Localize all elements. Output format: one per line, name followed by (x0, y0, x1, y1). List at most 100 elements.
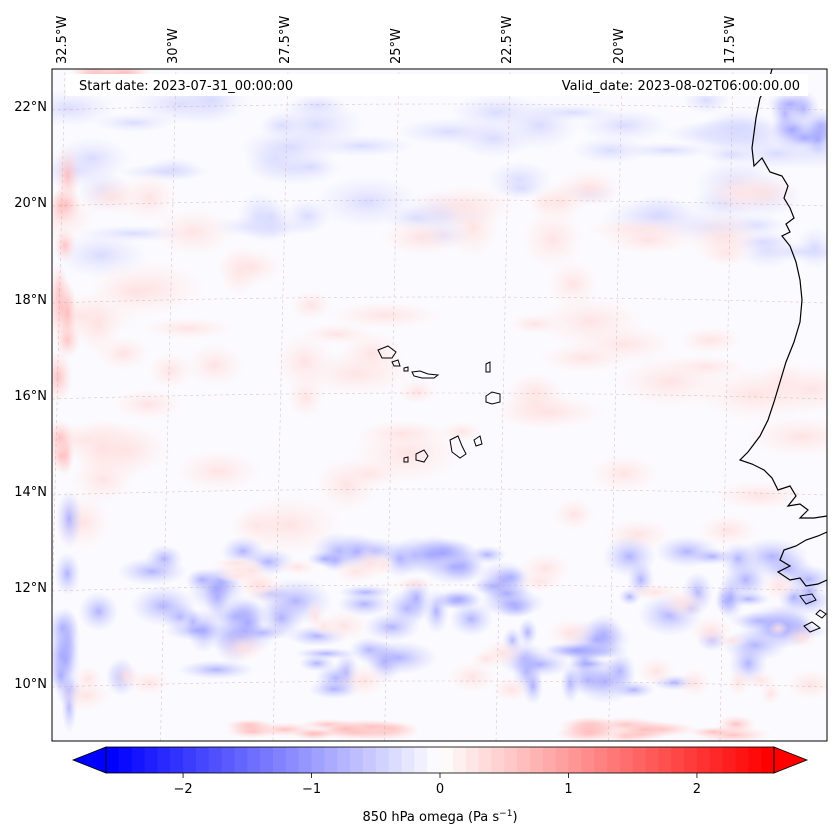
colorbar-step (247, 747, 261, 773)
omega-patch-ascent (362, 612, 421, 643)
colorbar-step (118, 747, 133, 773)
omega-patch-descent (392, 575, 437, 592)
omega-patch-descent (181, 340, 249, 390)
omega-patch-descent (111, 664, 142, 689)
omega-patch-descent (725, 666, 752, 698)
colorbar-step (684, 747, 698, 773)
omega-patch-ascent (184, 568, 220, 592)
omega-patch-descent (337, 328, 407, 380)
colorbar-step (106, 747, 120, 773)
omega-patch-descent (323, 720, 370, 738)
colorbar-step (298, 747, 313, 773)
colorbar-step (388, 747, 403, 773)
omega-patch-descent (673, 325, 746, 356)
lat-label: 16°N (14, 389, 47, 404)
colorbar-step (375, 747, 390, 773)
omega-patch-ascent (735, 537, 810, 576)
island-santiago (449, 435, 467, 459)
coastlines (377, 69, 827, 633)
omega-patch-descent (691, 364, 818, 425)
omega-patch-ascent (575, 108, 673, 143)
parallel-gridline (52, 584, 827, 592)
omega-patch-descent (73, 292, 122, 358)
omega-patch-ascent (78, 591, 119, 632)
omega-patch-ascent (53, 551, 81, 597)
omega-patch-ascent (237, 126, 344, 168)
colorbar-step (195, 747, 210, 773)
omega-patch-descent (531, 292, 650, 351)
omega-patch-ascent (480, 581, 534, 606)
colorbar-step (542, 747, 557, 773)
longitude-labels: 32.5°W 30°W 27.5°W 25°W 22.5°W 20°W 17.5… (55, 16, 738, 64)
colorbar-step (234, 747, 248, 773)
omega-patch-descent (52, 418, 75, 457)
omega-patch-descent (469, 648, 503, 670)
colorbar-step (285, 747, 300, 773)
africa-coastline (738, 69, 827, 519)
omega-patch-ascent (498, 99, 582, 152)
omega-patch-ascent (698, 106, 778, 151)
omega-patch-descent (217, 630, 270, 665)
gridlines (52, 69, 827, 741)
omega-patch-ascent (129, 584, 197, 627)
lon-label: 32.5°W (55, 16, 70, 64)
colorbar-extend-max (773, 746, 809, 774)
colorbar-step (671, 747, 685, 773)
omega-patch-ascent (294, 647, 358, 660)
colorbar-step (555, 747, 570, 773)
colorbar-step (607, 747, 621, 773)
omega-patch-descent (715, 714, 757, 734)
omega-patch-ascent (177, 659, 256, 680)
omega-patch-ascent (337, 585, 394, 600)
colorbar-step (517, 747, 531, 773)
omega-patch-descent (767, 620, 789, 637)
island-santa-luzia (403, 366, 409, 372)
omega-patch-ascent (619, 141, 718, 159)
lon-label: 22.5°W (500, 16, 515, 64)
omega-patch-descent (270, 330, 338, 394)
parallel-gridline (52, 103, 827, 111)
omega-patch-ascent (803, 122, 827, 155)
omega-patch-descent (516, 550, 575, 586)
island-sao-nicolau (411, 370, 440, 379)
colorbar-step (221, 747, 236, 773)
colorbar-step (144, 747, 158, 773)
colorbar-tick-label: 2 (693, 782, 701, 797)
omega-patch-descent (315, 608, 372, 644)
omega-patch-descent (533, 341, 634, 375)
omega-patch-descent (759, 569, 800, 602)
colorbar-step (157, 747, 171, 773)
omega-patch-descent (58, 280, 77, 346)
colorbar-step (594, 747, 608, 773)
colorbar-tick-label: 1 (564, 782, 572, 797)
omega-patch-descent (52, 186, 82, 224)
omega-patch-descent (611, 720, 680, 739)
colorbar-step (362, 747, 377, 773)
colorbar-step (401, 747, 415, 773)
omega-patch-descent (742, 670, 779, 691)
omega-patch-descent (707, 478, 813, 512)
omega-patch-ascent (574, 657, 637, 706)
parallel-gridline (52, 199, 827, 207)
omega-patch-descent (443, 193, 502, 262)
lon-label: 20°W (612, 28, 627, 64)
meridian-gridline (608, 69, 623, 741)
omega-patch-descent (395, 376, 439, 407)
omega-patch-descent (783, 623, 820, 650)
parallel-gridline (52, 680, 827, 688)
latitude-labels: 22°N 20°N 18°N 16°N 14°N 12°N 10°N (14, 100, 47, 692)
lon-label: 17.5°W (723, 16, 738, 64)
omega-patch-ascent (793, 224, 827, 272)
omega-patch-ascent (248, 197, 294, 238)
omega-patch-descent (52, 228, 78, 263)
omega-patch-descent (337, 662, 391, 699)
colorbar-step (337, 747, 351, 773)
omega-patch-descent (739, 413, 827, 460)
omega-patch-descent (693, 512, 762, 549)
map-frame (51, 68, 828, 742)
colorbar: −2 −1 0 1 2 850 hPa omega (Pa s−1) (71, 746, 809, 825)
omega-patch-descent (555, 724, 625, 739)
meridian-gridline (495, 69, 511, 741)
omega-patch-descent (234, 560, 269, 581)
colorbar-step (208, 747, 223, 773)
